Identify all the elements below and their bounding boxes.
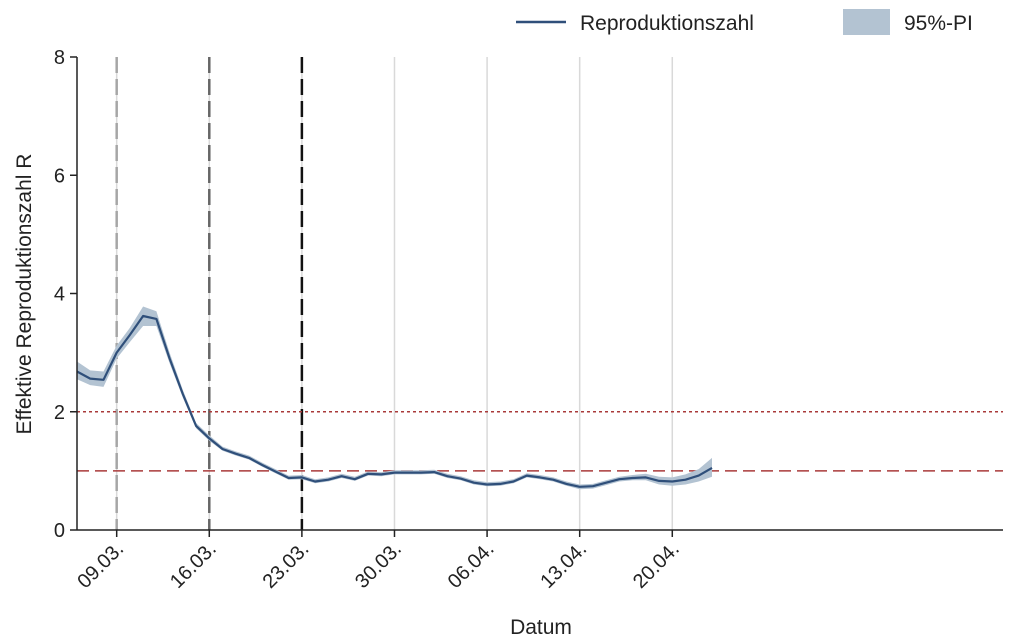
x-axis-ticks: 09.03. 16.03. 23.03. 30.03. 06.04. 13.04. 20.0… [73,530,684,593]
x-tick-label: 23.03. [259,538,314,593]
x-tick-label: 06.04. [444,538,499,593]
legend-band-label: 95%-PI [904,12,973,35]
series-line [76,314,713,488]
x-tick-label: 09.03. [73,538,128,593]
legend-line-label: Reproduktionszahl [580,12,754,35]
y-tick-label: 4 [54,284,65,306]
grid-lines [115,57,674,530]
confidence-band-layer [77,306,712,490]
axes [76,57,1003,531]
x-tick-label: 20.04. [629,538,684,593]
y-axis-title: Effektive Reproduktionszahl R [13,154,36,435]
x-tick-label: 30.03. [351,538,406,593]
legend: Reproduktionszahl 95%-PI [516,9,973,35]
x-tick-label: 13.04. [536,538,591,593]
y-tick-label: 8 [54,47,65,69]
y-tick-label: 6 [54,165,65,187]
legend-band-swatch [843,9,890,35]
series-line-layer [76,314,713,488]
y-tick-label: 2 [54,402,65,424]
x-axis-title: Datum [510,616,572,639]
x-tick-label: 16.03. [166,538,221,593]
y-axis-ticks: 0 2 4 6 8 [54,47,77,542]
y-tick-label: 0 [54,520,65,542]
reference-lines [77,57,1003,530]
confidence-band [77,306,712,490]
